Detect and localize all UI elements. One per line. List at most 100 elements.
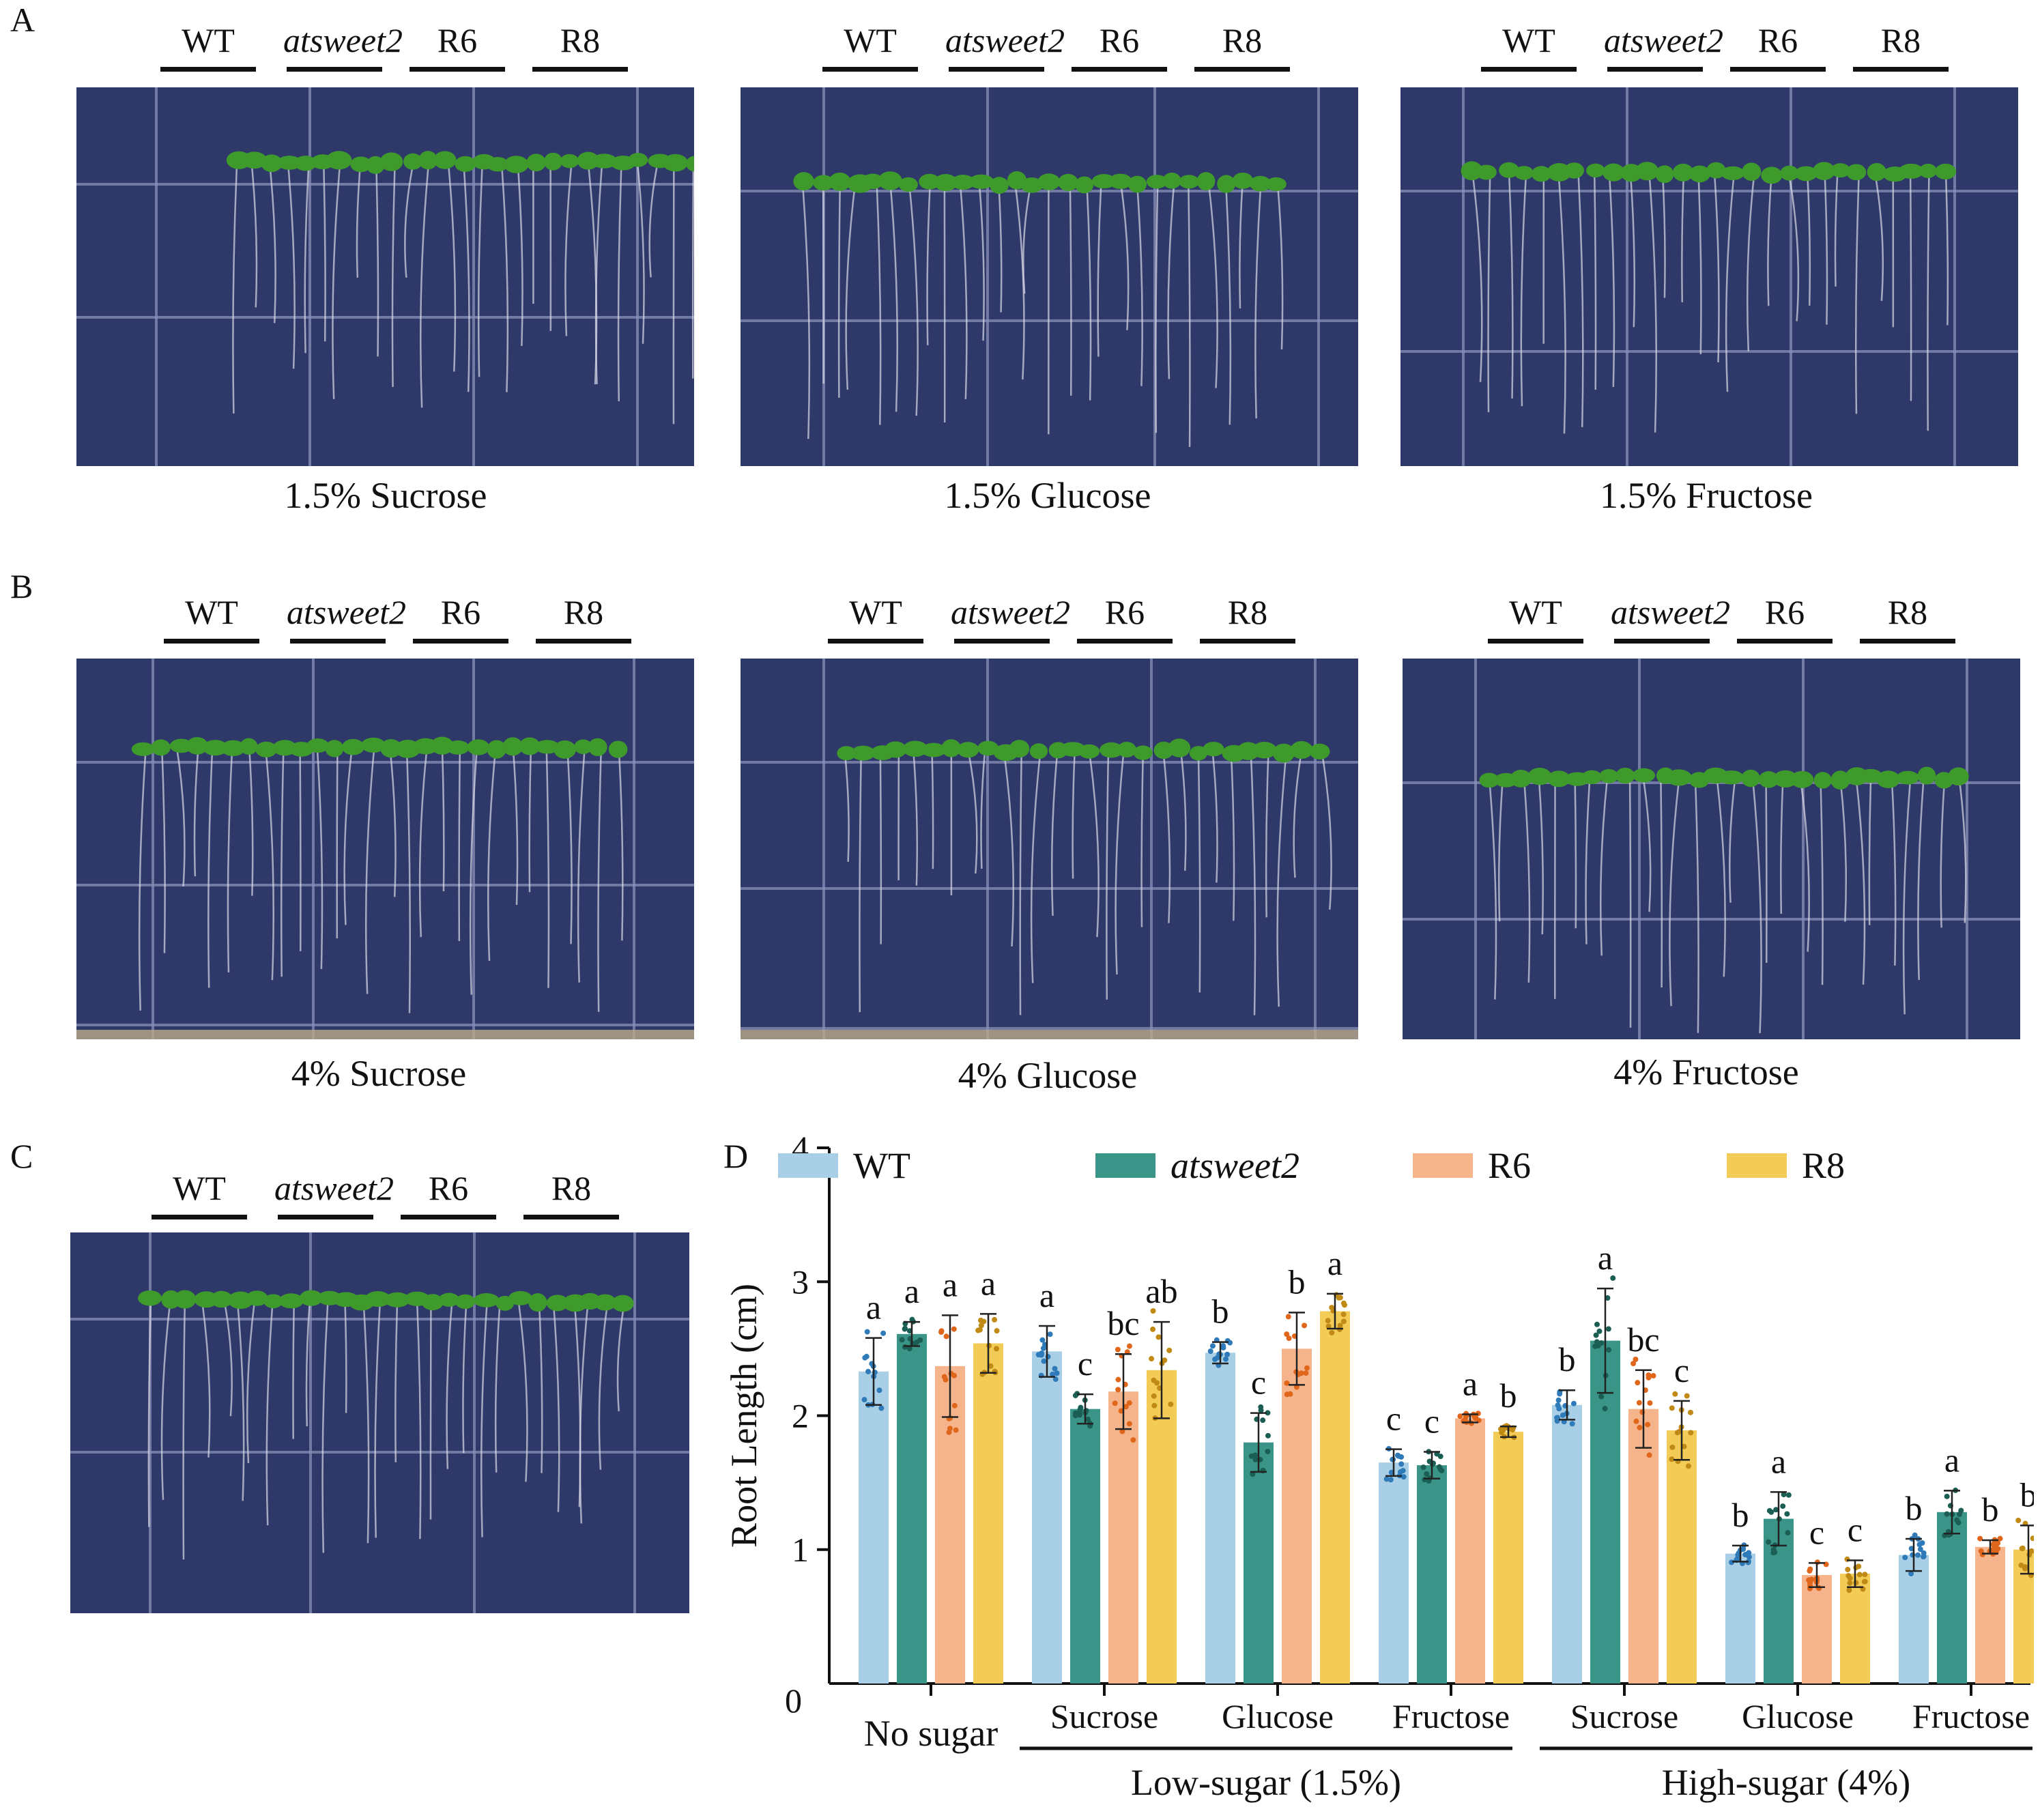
data-point (1633, 1356, 1639, 1362)
data-point (1669, 1444, 1676, 1450)
data-point (1054, 1370, 1060, 1376)
genotype-bar (523, 1215, 619, 1219)
data-point (1151, 1402, 1158, 1409)
bar (897, 1333, 927, 1684)
data-point (1250, 1471, 1256, 1477)
data-point (1674, 1430, 1680, 1436)
data-point (1944, 1511, 1950, 1517)
genotype-header: WT atsweet2 R6 R8 (822, 20, 1314, 75)
legend-swatch (1727, 1153, 1787, 1178)
genotype-header: WT atsweet2 R6 R8 (1488, 592, 1979, 647)
data-point (1556, 1406, 1562, 1412)
data-point (1592, 1343, 1598, 1349)
bar (1840, 1574, 1870, 1684)
data-point (1340, 1318, 1347, 1325)
data-point (1340, 1312, 1347, 1318)
genotype-bar (1488, 639, 1583, 644)
genotype-label-r8: R8 (1880, 21, 1921, 59)
significance-letter: a (866, 1288, 881, 1327)
data-point (1997, 1535, 2003, 1542)
genotype-bar (1200, 639, 1295, 644)
data-point (1908, 1546, 1914, 1552)
data-point (943, 1376, 949, 1383)
data-point (1593, 1332, 1599, 1338)
data-point (2019, 1546, 2025, 1552)
significance-letter: a (981, 1264, 996, 1302)
bar (1205, 1353, 1235, 1684)
data-point (1853, 1580, 1859, 1586)
genotype-label-atsweet2: atsweet2 (287, 593, 406, 631)
data-point (1635, 1380, 1641, 1386)
significance-letter: c (1809, 1513, 1824, 1551)
data-point (1746, 1550, 1752, 1556)
significance-letter: a (1771, 1442, 1786, 1480)
genotype-bar (822, 67, 918, 72)
error-bar (1635, 1369, 1652, 1449)
data-point (1150, 1308, 1156, 1314)
panel-letter-a: A (10, 1, 35, 39)
data-point (1995, 1546, 2001, 1552)
data-point (1862, 1578, 1868, 1585)
legend-label: R6 (1488, 1145, 1531, 1186)
genotype-bar (1860, 639, 1955, 644)
data-point (1126, 1343, 1132, 1349)
panel-letter-c: C (10, 1137, 33, 1175)
error-bar (1327, 1292, 1343, 1330)
data-point (1286, 1335, 1292, 1342)
data-point (902, 1325, 908, 1331)
bar (1417, 1465, 1447, 1684)
data-point (865, 1368, 872, 1374)
data-point (988, 1363, 994, 1369)
bar (1493, 1432, 1523, 1684)
data-point (1155, 1334, 1162, 1340)
genotype-label-r6: R6 (1764, 593, 1805, 631)
y-tick-label: 2 (792, 1397, 809, 1435)
bar (859, 1371, 889, 1684)
data-point (1954, 1517, 1960, 1523)
data-point (1785, 1492, 1792, 1498)
genotype-label-atsweet2: atsweet2 (945, 21, 1065, 59)
bar (1070, 1409, 1100, 1684)
seedling-plate-photo (741, 659, 1358, 1039)
genotype-label-atsweet2: atsweet2 (274, 1169, 394, 1207)
genotype-bar (1614, 639, 1710, 644)
data-point (1426, 1478, 1432, 1484)
data-point (906, 1346, 913, 1352)
data-point (1220, 1343, 1226, 1349)
data-point (1265, 1448, 1271, 1454)
data-point (1112, 1400, 1118, 1406)
data-point (1222, 1356, 1229, 1362)
data-point (1594, 1339, 1600, 1345)
significance-letter: bc (1107, 1304, 1139, 1342)
seedling-plate-photo (70, 1232, 689, 1613)
data-point (1862, 1572, 1868, 1578)
data-point (1047, 1331, 1053, 1338)
data-point (2030, 1535, 2034, 1542)
data-point (1672, 1391, 1678, 1397)
genotype-label-wt: WT (844, 21, 897, 59)
condition-caption: 1.5% Fructose (1600, 475, 1813, 516)
y-tick-label: 0 (785, 1681, 802, 1720)
data-point (1770, 1546, 1777, 1552)
condition-caption: 4% Fructose (1613, 1052, 1799, 1093)
condition-caption: 4% Glucose (958, 1055, 1138, 1096)
error-bar (1847, 1559, 1863, 1588)
seedling-plate-photo (76, 87, 694, 466)
data-point (1768, 1509, 1775, 1515)
data-point (953, 1427, 959, 1433)
bar (1147, 1370, 1177, 1684)
data-point (878, 1405, 885, 1411)
bar (1590, 1340, 1620, 1684)
bar (1628, 1409, 1658, 1684)
data-point (1214, 1355, 1220, 1361)
genotype-bar (160, 67, 256, 72)
genotype-label-atsweet2: atsweet2 (1604, 21, 1723, 59)
data-point (1555, 1397, 1562, 1403)
significance-letter: b (1982, 1490, 1999, 1529)
data-point (1669, 1456, 1675, 1462)
data-point (1151, 1393, 1157, 1399)
category-group-label: High-sugar (4%) (1662, 1762, 1910, 1803)
error-bar (1732, 1544, 1749, 1563)
data-point (1265, 1410, 1271, 1416)
